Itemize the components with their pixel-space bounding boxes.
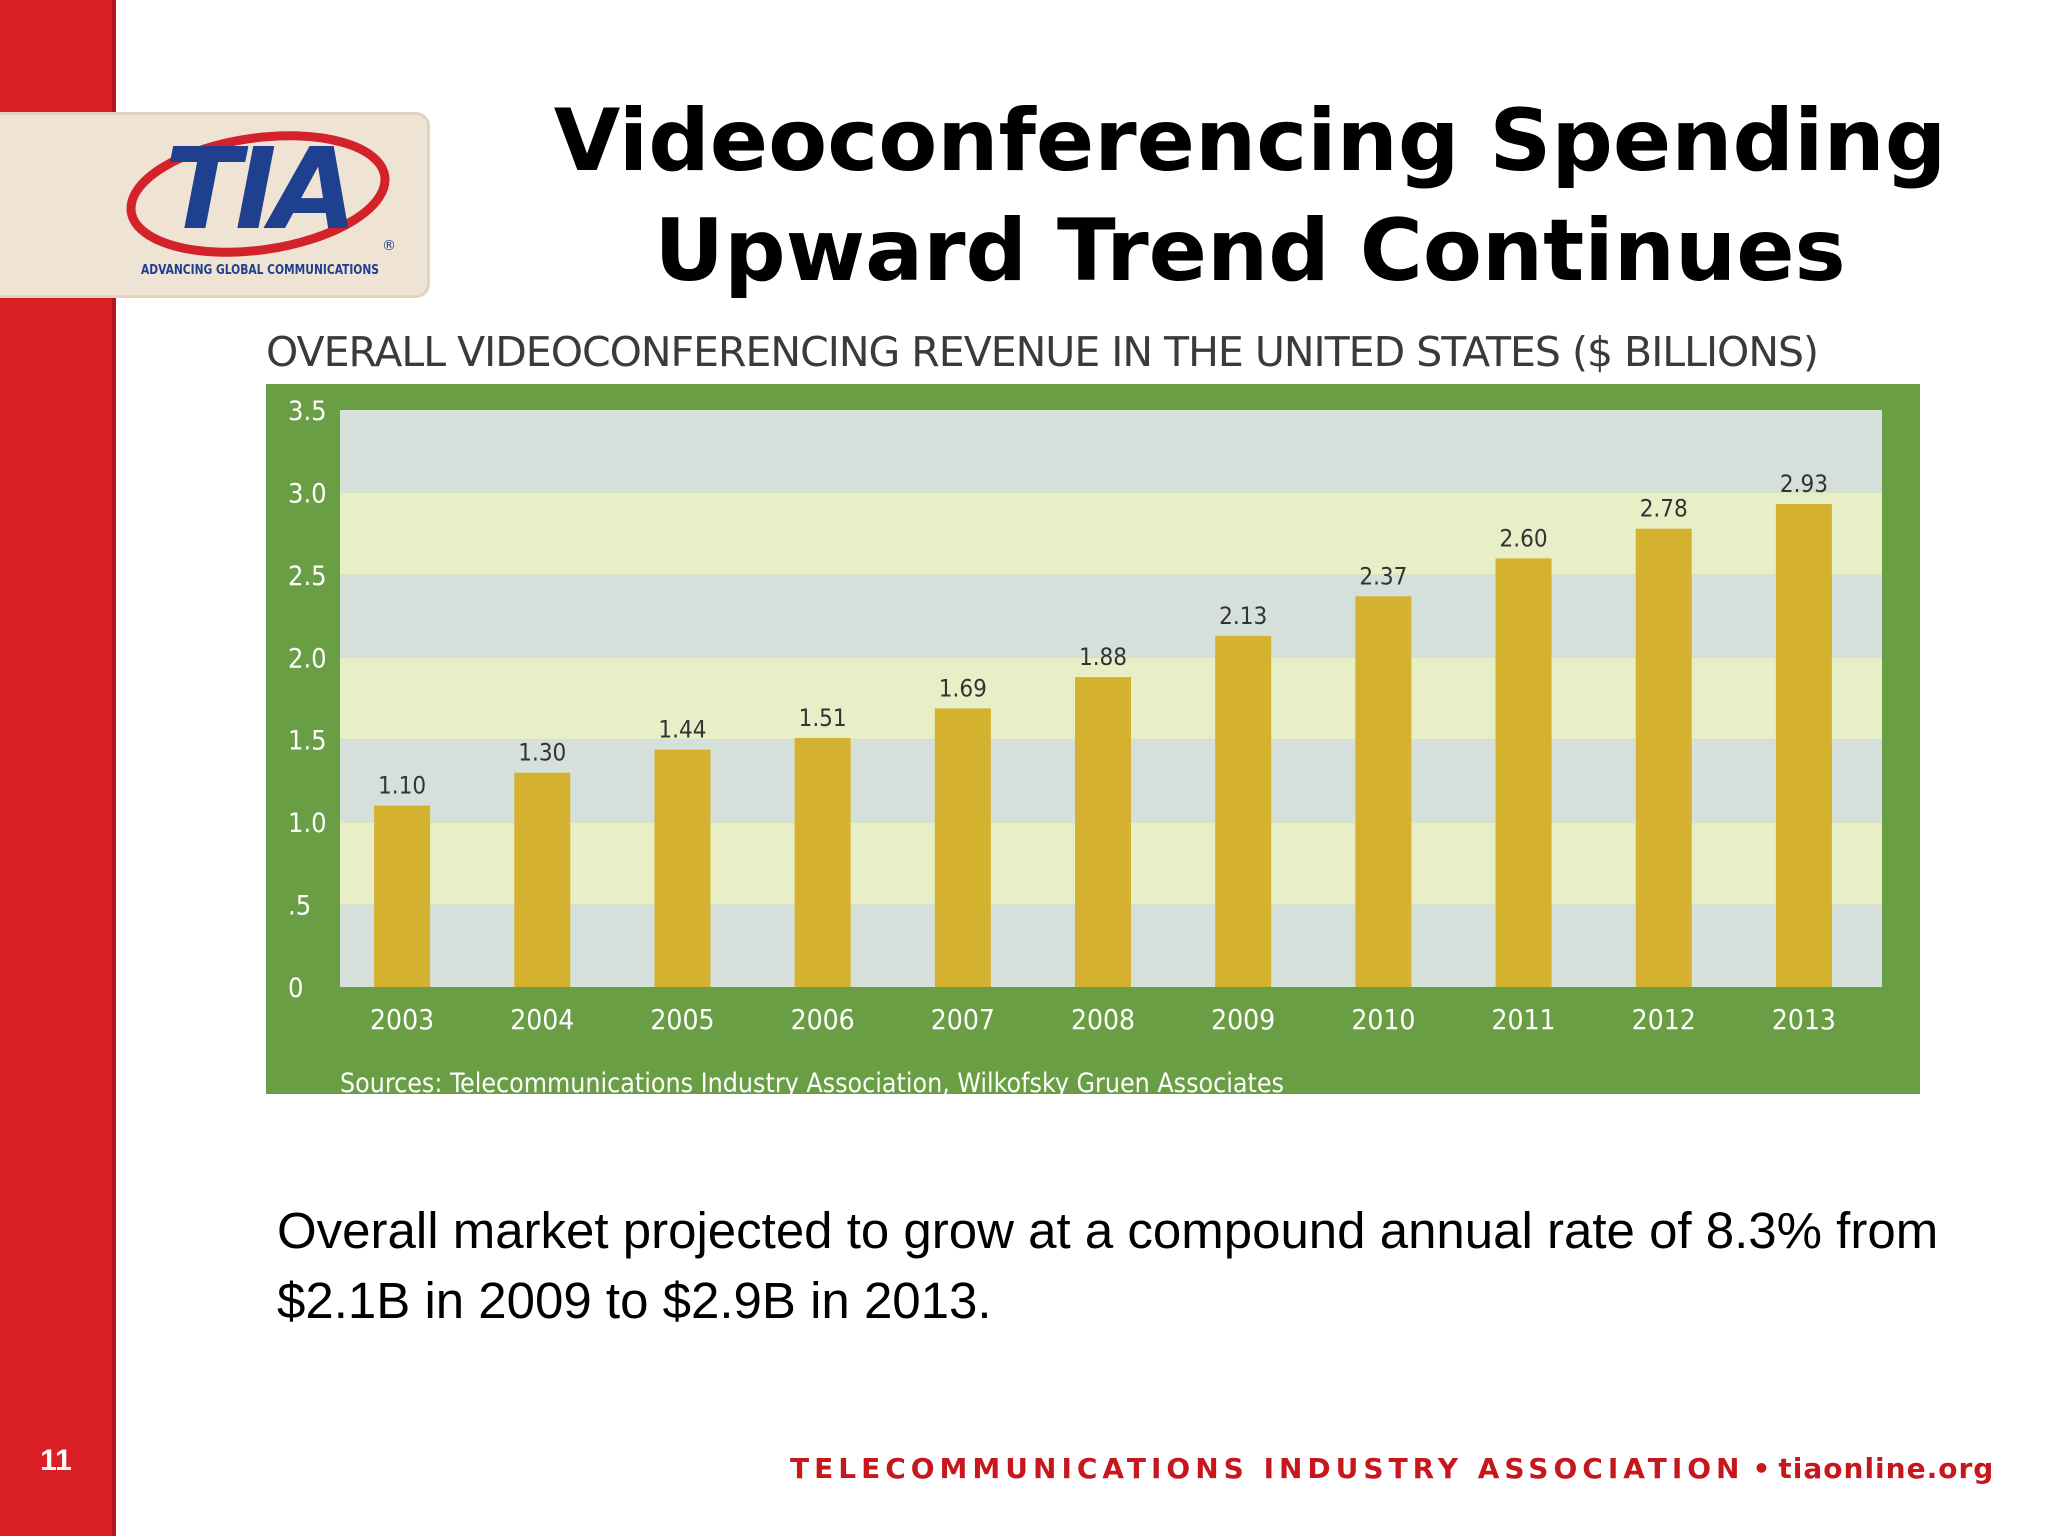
x-tick-label: 2006 — [791, 1003, 855, 1036]
bar-value-label: 2.78 — [1640, 495, 1688, 523]
y-axis-ticks: 0 .5 1.0 1.5 2.0 2.5 3.0 3.5 — [288, 396, 327, 1004]
revenue-bar-chart: 0.51.01.52.02.53.03.5 1.101.301.44 1.511.… — [288, 396, 1882, 1094]
bar-value-label: 1.10 — [378, 772, 426, 800]
value-labels-group: 1.10 1.30 1.44 1.51 1.69 1.88 2.13 2.37 2.60 2.78… — [378, 470, 1828, 800]
y-tick-label: 3.5 — [288, 396, 327, 427]
y-tick-label: 1.0 — [288, 808, 327, 839]
bar — [374, 805, 431, 987]
logo-letters: TIA — [165, 125, 352, 255]
plot-band — [340, 492, 1882, 575]
x-tick-label: 2013 — [1772, 1003, 1836, 1036]
footer-url[interactable]: tiaonline.org — [1778, 1452, 1995, 1485]
sidebar-edge — [112, 0, 116, 1536]
bar-value-label: 2.93 — [1780, 470, 1828, 498]
x-axis-ticks: 2003 2004 2005 2006 2007 2008 2009 2010 2011 2012… — [370, 1003, 1836, 1036]
y-tick-label: 2.5 — [288, 561, 327, 592]
chart-title: OVERALL VIDEOCONFERENCING REVENUE IN THE… — [266, 328, 1819, 376]
footer-separator: • — [1752, 1452, 1771, 1485]
x-tick-label: 2011 — [1491, 1003, 1555, 1036]
tia-logo: TIA ® ADVANCING GLOBAL COMMUNICATIONS — [126, 125, 396, 278]
bar — [514, 772, 571, 987]
bar — [1635, 528, 1692, 987]
bar-value-label: 2.37 — [1359, 562, 1407, 590]
bar — [654, 749, 711, 987]
logo-registered: ® — [382, 238, 396, 254]
bar-value-label: 1.51 — [799, 704, 847, 732]
x-tick-label: 2005 — [650, 1003, 714, 1036]
footer-org: TELECOMMUNICATIONS INDUSTRY ASSOCIATION — [790, 1452, 1745, 1485]
slide-title-line1: Videoconferencing Spending — [553, 91, 1947, 191]
x-tick-label: 2012 — [1632, 1003, 1696, 1036]
bar — [794, 738, 851, 987]
plot-band — [340, 574, 1882, 658]
bar-value-label: 1.44 — [658, 716, 706, 744]
bar-value-label: 1.88 — [1079, 643, 1127, 671]
bar-value-label: 1.69 — [939, 674, 987, 702]
y-tick-label: 2.0 — [288, 643, 327, 674]
x-tick-label: 2009 — [1211, 1003, 1275, 1036]
x-tick-label: 2008 — [1071, 1003, 1135, 1036]
slide-title-line2: Upward Trend Continues — [654, 201, 1846, 301]
bar-value-label: 1.30 — [518, 739, 566, 767]
y-tick-label: 1.5 — [288, 726, 327, 757]
chart-source-note: Sources: Telecommunications Industry Ass… — [340, 1068, 1284, 1094]
y-tick-label: 0 — [288, 973, 303, 1004]
logo-swoosh — [126, 131, 390, 257]
slide-number: 11 — [40, 1444, 72, 1477]
bar-value-label: 2.13 — [1219, 602, 1267, 630]
body-text: Overall market projected to grow at a co… — [277, 1202, 1939, 1329]
bar — [1495, 558, 1552, 987]
footer: TELECOMMUNICATIONS INDUSTRY ASSOCIATION •… — [790, 1452, 1994, 1485]
plot-band — [340, 410, 1882, 493]
x-tick-label: 2010 — [1351, 1003, 1415, 1036]
bar — [1075, 677, 1131, 987]
bar-value-label: 2.60 — [1500, 524, 1548, 552]
slide-title: Videoconferencing Spending Upward Trend … — [480, 86, 2020, 306]
x-tick-label: 2007 — [931, 1003, 995, 1036]
bar — [1775, 503, 1832, 987]
bars-group — [374, 503, 1832, 987]
y-tick-label: 3.0 — [288, 478, 327, 509]
y-tick-label: .5 — [288, 891, 311, 922]
x-tick-label: 2003 — [370, 1003, 434, 1036]
chart-frame: 0.5 1.0 1.5 2.0 2.5 3.0 3.5 1.10 1.30 1.44 1.51 1.… — [266, 384, 1920, 1094]
bar — [1355, 596, 1412, 987]
logo-tagline: ADVANCING GLOBAL COMMUNICATIONS — [141, 263, 379, 278]
x-tick-label: 2004 — [510, 1003, 574, 1036]
bar — [1215, 635, 1272, 987]
bar — [934, 708, 991, 987]
